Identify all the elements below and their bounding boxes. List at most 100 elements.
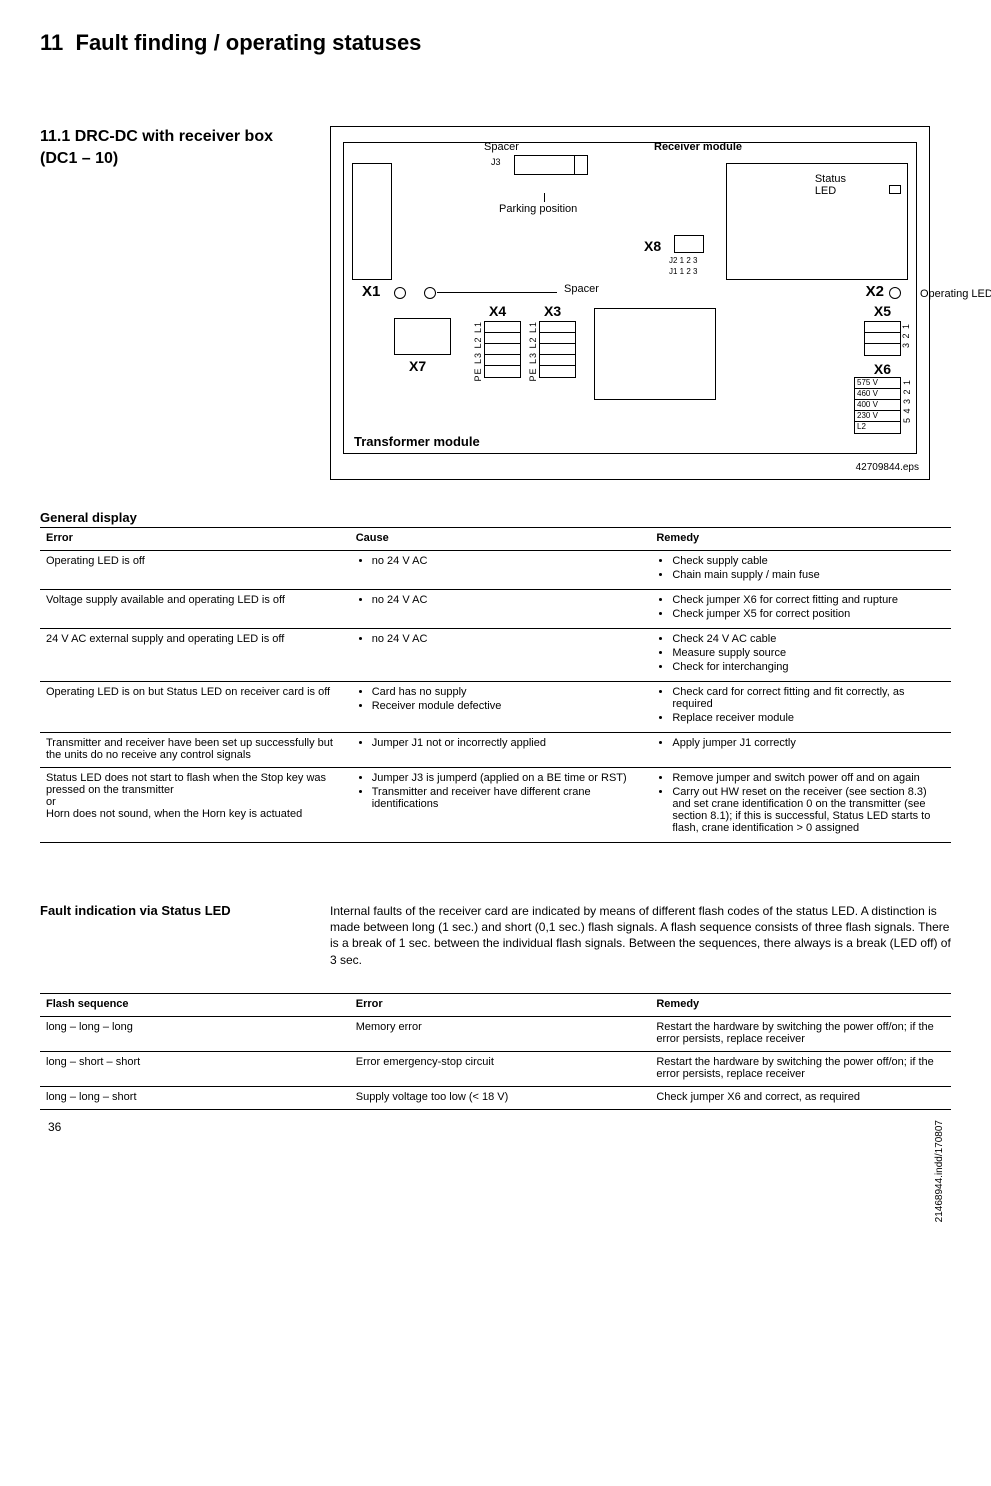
list-item: Measure supply source <box>672 647 945 659</box>
gd-header-error: Error <box>40 528 350 551</box>
chapter-title: Fault finding / operating statuses <box>76 30 422 55</box>
err-cell: Memory error <box>350 1016 651 1051</box>
list-item: Jumper J3 is jumperd (applied on a BE ti… <box>372 772 645 784</box>
x6-pins: 5 4 3 2 1 <box>902 379 912 423</box>
list-item: Check supply cable <box>672 555 945 567</box>
x4-label: X4 <box>489 303 506 319</box>
section-heading: 11.1 DRC-DC with receiver box (DC1 – 10) <box>40 126 310 169</box>
remedy-cell: Check 24 V AC cable Measure supply source… <box>650 629 951 682</box>
list-item: Transmitter and receiver have different … <box>372 786 645 810</box>
remedy-cell: Check jumper X6 for correct fitting and … <box>650 590 951 629</box>
error-cell: Status LED does not start to flash when … <box>40 768 350 843</box>
section-title: DRC-DC with receiver box (DC1 – 10) <box>40 128 273 167</box>
cause-cell: Card has no supply Receiver module defect… <box>350 682 651 733</box>
chapter-number: 11 <box>40 30 63 55</box>
list-item: Carry out HW reset on the receiver (see … <box>672 786 945 834</box>
list-item: Receiver module defective <box>372 700 645 712</box>
x8-label: X8 <box>644 238 661 254</box>
table-row: long – short – shortError emergency-stop… <box>40 1051 951 1086</box>
general-display-title: General display <box>40 510 951 525</box>
spacer-label-top: Spacer <box>484 141 519 153</box>
table-row: 24 V AC external supply and operating LE… <box>40 629 951 682</box>
table-row: Transmitter and receiver have been set u… <box>40 733 951 768</box>
rem-cell: Restart the hardware by switching the po… <box>650 1051 951 1086</box>
list-item: no 24 V AC <box>372 594 645 606</box>
diagram-caption: 42709844.eps <box>856 462 919 473</box>
error-cell: Operating LED is off <box>40 551 350 590</box>
j3-label: J3 <box>491 157 501 167</box>
v400: 400 V <box>855 399 900 410</box>
list-item: Replace receiver module <box>672 712 945 724</box>
cause-cell: no 24 V AC <box>350 590 651 629</box>
list-item: Card has no supply <box>372 686 645 698</box>
gd-header-remedy: Remedy <box>650 528 951 551</box>
error-cell: Transmitter and receiver have been set u… <box>40 733 350 768</box>
x3-pins: PE L3 L2 L1 <box>528 321 538 382</box>
list-item: Check jumper X6 for correct fitting and … <box>672 594 945 606</box>
list-item: Check jumper X5 for correct position <box>672 608 945 620</box>
flash-sequence-table: Flash sequence Error Remedy long – long … <box>40 993 951 1110</box>
fs-header-seq: Flash sequence <box>40 993 350 1016</box>
x6-label: X6 <box>874 361 891 377</box>
remedy-cell: Check supply cable Chain main supply / ma… <box>650 551 951 590</box>
x2-label: X2 <box>866 283 884 300</box>
table-row: long – long – longMemory errorRestart th… <box>40 1016 951 1051</box>
status-led-label: Status LED <box>815 173 846 197</box>
x7-label: X7 <box>409 358 426 374</box>
v460: 460 V <box>855 388 900 399</box>
section-number: 11.1 <box>40 128 70 145</box>
remedy-cell: Remove jumper and switch power off and o… <box>650 768 951 843</box>
operating-led-label: Operating LED <box>920 288 991 300</box>
side-code: 21468944.indd/170807 <box>934 1120 945 1222</box>
list-item: no 24 V AC <box>372 633 645 645</box>
cause-cell: Jumper J3 is jumperd (applied on a BE ti… <box>350 768 651 843</box>
rem-cell: Check jumper X6 and correct, as required <box>650 1086 951 1109</box>
x4-pins: PE L3 L2 L1 <box>473 321 483 382</box>
list-item: Check for interchanging <box>672 661 945 673</box>
err-cell: Error emergency-stop circuit <box>350 1051 651 1086</box>
cause-cell: no 24 V AC <box>350 629 651 682</box>
fault-indication-body: Internal faults of the receiver card are… <box>330 903 951 968</box>
remedy-cell: Check card for correct fitting and fit c… <box>650 682 951 733</box>
table-row: Operating LED is off no 24 V AC Check supp… <box>40 551 951 590</box>
remedy-cell: Apply jumper J1 correctly <box>650 733 951 768</box>
list-item: Apply jumper J1 correctly <box>672 737 945 749</box>
j2-label: J2 1 2 3 <box>669 256 697 265</box>
list-item: Check card for correct fitting and fit c… <box>672 686 945 710</box>
error-cell: Voltage supply available and operating L… <box>40 590 350 629</box>
list-item: Chain main supply / main fuse <box>672 569 945 581</box>
x1-label: X1 <box>362 283 380 300</box>
seq-cell: long – long – long <box>40 1016 350 1051</box>
x5-label: X5 <box>874 303 891 319</box>
fs-header-rem: Remedy <box>650 993 951 1016</box>
v575: 575 V <box>855 378 900 388</box>
receiver-diagram: Spacer Receiver module J3 Status LED Par… <box>330 126 930 480</box>
parking-position-label: Parking position <box>499 203 577 215</box>
list-item: no 24 V AC <box>372 555 645 567</box>
j1-label: J1 1 2 3 <box>669 267 697 276</box>
fs-header-err: Error <box>350 993 651 1016</box>
receiver-module-label: Receiver module <box>654 141 742 153</box>
gd-header-cause: Cause <box>350 528 651 551</box>
list-item: Jumper J1 not or incorrectly applied <box>372 737 645 749</box>
table-row: Status LED does not start to flash when … <box>40 768 951 843</box>
cause-cell: Jumper J1 not or incorrectly applied <box>350 733 651 768</box>
table-row: long – long – shortSupply voltage too lo… <box>40 1086 951 1109</box>
diagram-inner: Spacer Receiver module J3 Status LED Par… <box>343 142 917 454</box>
err-cell: Supply voltage too low (< 18 V) <box>350 1086 651 1109</box>
general-display-table: Error Cause Remedy Operating LED is off n… <box>40 527 951 843</box>
seq-cell: long – long – short <box>40 1086 350 1109</box>
table-row: Voltage supply available and operating L… <box>40 590 951 629</box>
spacer-label-mid: Spacer <box>564 283 599 295</box>
fault-indication-heading: Fault indication via Status LED <box>40 903 310 918</box>
x3-label: X3 <box>544 303 561 319</box>
list-item: Check 24 V AC cable <box>672 633 945 645</box>
rem-cell: Restart the hardware by switching the po… <box>650 1016 951 1051</box>
error-cell: 24 V AC external supply and operating LE… <box>40 629 350 682</box>
cause-cell: no 24 V AC <box>350 551 651 590</box>
table-row: Operating LED is on but Status LED on re… <box>40 682 951 733</box>
transformer-module-label: Transformer module <box>354 434 480 449</box>
l2: L2 <box>855 421 900 432</box>
page-number: 36 <box>48 1120 61 1134</box>
seq-cell: long – short – short <box>40 1051 350 1086</box>
